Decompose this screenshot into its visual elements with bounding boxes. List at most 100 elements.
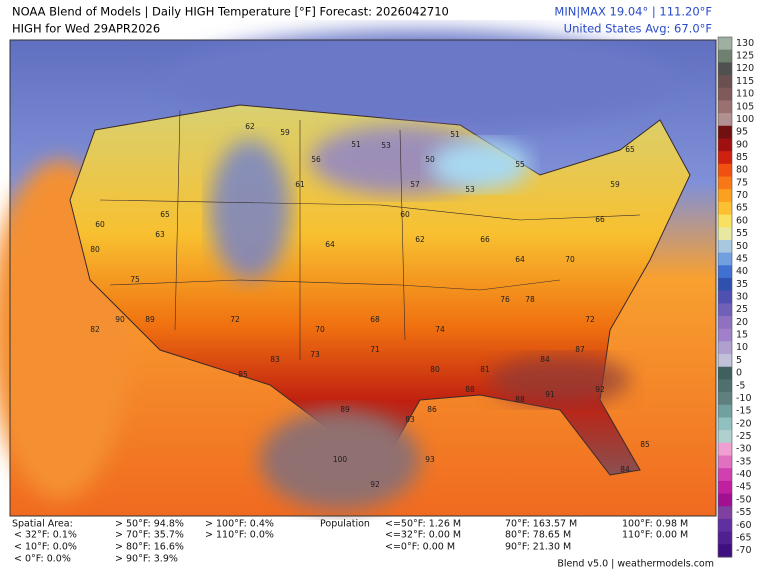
map-temp-label: 66 xyxy=(595,215,605,224)
colorbar-label: 115 xyxy=(736,76,754,87)
colorbar-segment xyxy=(718,214,732,228)
colorbar-label: -10 xyxy=(736,393,752,404)
map-temp-label: 56 xyxy=(311,155,321,164)
colorbar-label: 65 xyxy=(736,203,748,214)
population-stat: 110°F: 0.00 M xyxy=(622,530,688,541)
map-temp-label: 76 xyxy=(500,295,510,304)
colorbar-label: 50 xyxy=(736,241,748,252)
spatial-label: Spatial Area: xyxy=(12,519,73,530)
map-temp-label: 60 xyxy=(95,220,105,229)
spatial-stat: < 32°F: 0.1% xyxy=(14,530,77,541)
colorbar-label: 0 xyxy=(736,368,742,379)
colorbar-segment xyxy=(718,392,732,406)
population-label: Population xyxy=(320,519,370,530)
colorbar-label: 70 xyxy=(736,190,748,201)
colorbar-segment xyxy=(718,176,732,190)
map-temp-label: 84 xyxy=(540,355,550,364)
southeast-hot xyxy=(490,355,630,405)
credit: Blend v5.0 | weathermodels.com xyxy=(557,559,714,570)
colorbar-label: 120 xyxy=(736,63,754,74)
colorbar-segment xyxy=(718,430,732,444)
colorbar-segment xyxy=(718,75,732,89)
map-temp-label: 60 xyxy=(400,210,410,219)
colorbar-label: -25 xyxy=(736,431,752,442)
colorbar-segment xyxy=(718,354,732,368)
great-lakes xyxy=(430,140,530,190)
map-temp-label: 80 xyxy=(90,245,100,254)
map-temp-label: 70 xyxy=(315,325,325,334)
colorbar-segment xyxy=(718,493,732,507)
map-temp-label: 59 xyxy=(280,128,290,137)
colorbar-label: 15 xyxy=(736,330,748,341)
colorbar-segment xyxy=(718,227,732,241)
colorbar-segment xyxy=(718,544,732,558)
map-temp-label: 92 xyxy=(370,480,380,489)
colorbar-label: -70 xyxy=(736,545,752,556)
map-temp-label: 85 xyxy=(640,440,650,449)
colorbar-label: -20 xyxy=(736,418,752,429)
canada xyxy=(170,30,670,130)
colorbar-label: 95 xyxy=(736,127,748,138)
rockies-cold xyxy=(210,140,290,280)
colorbar-label: 60 xyxy=(736,215,748,226)
colorbar-segment xyxy=(718,49,732,63)
map-temp-label: 100 xyxy=(333,455,348,464)
colorbar-label: 100 xyxy=(736,114,754,125)
colorbar-label: 5 xyxy=(736,355,742,366)
colorbar-segment xyxy=(718,404,732,418)
spatial-stat: > 100°F: 0.4% xyxy=(205,519,274,530)
map-temp-label: 86 xyxy=(427,405,437,414)
population-stat: <=50°F: 1.26 M xyxy=(385,519,461,530)
colorbar-label: -40 xyxy=(736,469,752,480)
colorbar-label: 90 xyxy=(736,139,748,150)
colorbar-label: -55 xyxy=(736,507,752,518)
map-temp-label: 65 xyxy=(625,145,635,154)
map-temp-label: 61 xyxy=(295,180,305,189)
map-temp-label: 62 xyxy=(415,235,425,244)
map-temp-label: 74 xyxy=(435,325,445,334)
colorbar-label: 105 xyxy=(736,101,754,112)
map-temp-label: 89 xyxy=(145,315,155,324)
map-temp-label: 65 xyxy=(160,210,170,219)
colorbar-segment xyxy=(718,87,732,101)
colorbar-label: -5 xyxy=(736,380,745,391)
colorbar-label: 40 xyxy=(736,266,748,277)
colorbar-segment xyxy=(718,518,732,533)
map-temp-label: 55 xyxy=(515,160,525,169)
colorbar-segment xyxy=(718,379,732,393)
map-temp-label: 51 xyxy=(351,140,361,149)
map-temp-label: 88 xyxy=(515,395,525,404)
colorbar-label: 20 xyxy=(736,317,748,328)
colorbar-label: 55 xyxy=(736,228,748,239)
map-temp-label: 83 xyxy=(405,415,415,424)
colorbar-label: -30 xyxy=(736,444,752,455)
colorbar-segment xyxy=(718,442,732,457)
map-temp-label: 57 xyxy=(410,180,420,189)
colorbar-label: -45 xyxy=(736,482,752,493)
map-temp-label: 92 xyxy=(595,385,605,394)
map-frame xyxy=(9,39,717,517)
colorbar-segment xyxy=(718,290,732,304)
map-temp-label: 75 xyxy=(130,275,140,284)
subtitle: HIGH for Wed 29APR2026 xyxy=(12,22,160,36)
population-stat: 70°F: 163.57 M xyxy=(505,519,577,530)
colorbar-label: -35 xyxy=(736,456,752,467)
colorbar-segment xyxy=(718,328,732,342)
colorbar-segment xyxy=(718,468,732,482)
map-temp-label: 62 xyxy=(245,122,255,131)
spatial-stat: > 90°F: 3.9% xyxy=(115,554,178,565)
colorbar-segment xyxy=(718,37,732,51)
colorbar-segment xyxy=(718,125,732,139)
colorbar-segment xyxy=(718,265,732,279)
spatial-stat: > 80°F: 16.6% xyxy=(115,542,184,553)
map-temp-label: 81 xyxy=(480,365,490,374)
map-temp-label: 72 xyxy=(585,315,595,324)
colorbar-segment xyxy=(718,341,732,355)
title: NOAA Blend of Models | Daily HIGH Temper… xyxy=(12,5,449,19)
colorbar-label: 45 xyxy=(736,253,748,264)
map-temp-label: 80 xyxy=(430,365,440,374)
colorbar-segment xyxy=(718,163,732,178)
map-temp-label: 68 xyxy=(370,315,380,324)
colorbar-segment xyxy=(718,277,732,292)
map-temp-label: 63 xyxy=(155,230,165,239)
